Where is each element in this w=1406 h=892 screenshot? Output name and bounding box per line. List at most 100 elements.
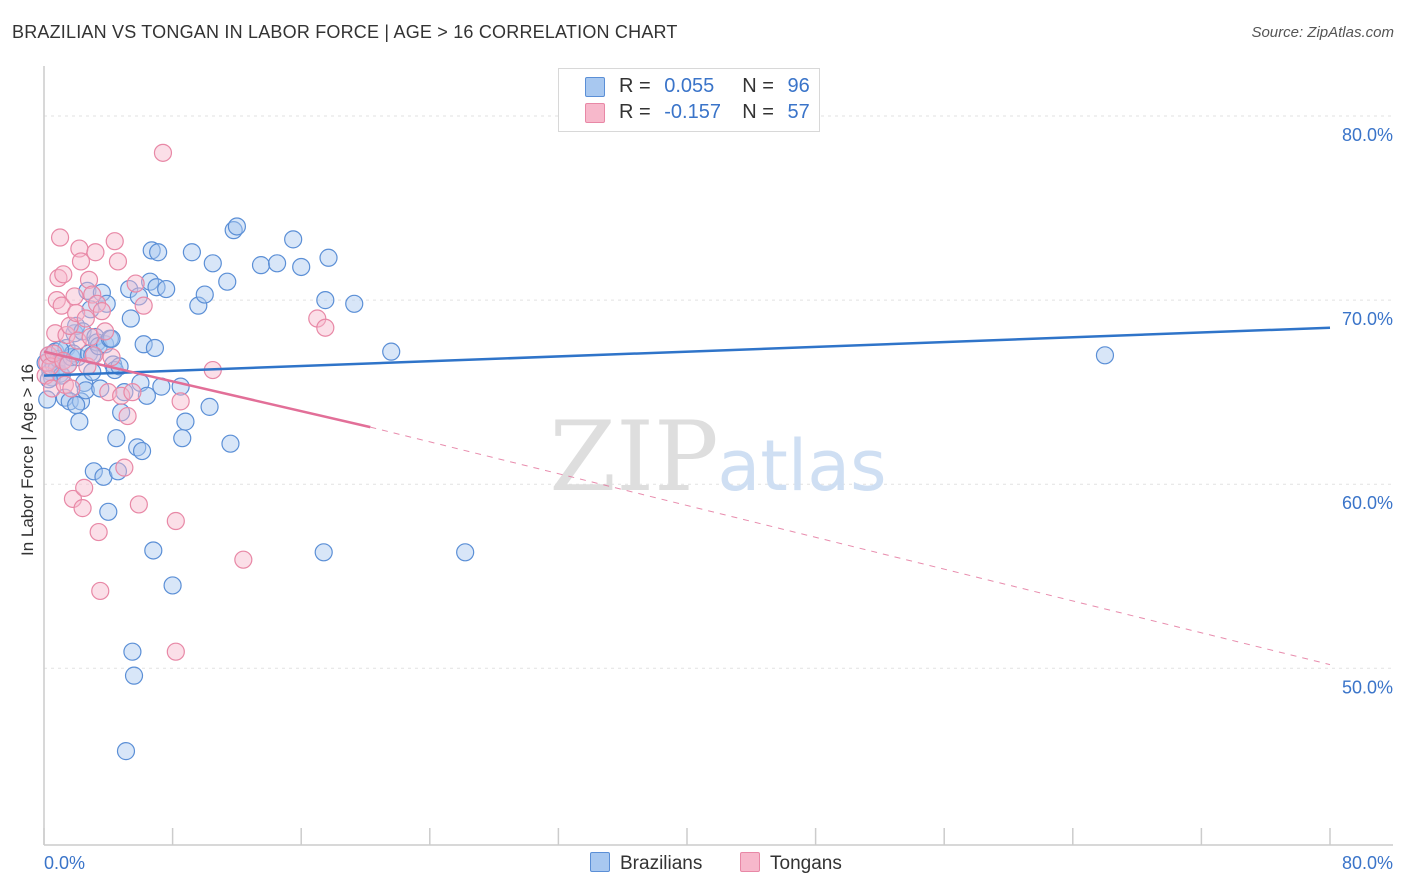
tongan-point [153, 143, 173, 162]
brazilian-point [284, 230, 303, 249]
brazilian-point [200, 397, 219, 416]
tongan-point [134, 296, 153, 315]
brazilian-point [163, 576, 182, 595]
brazilian-point [124, 666, 144, 685]
y-tick-label: 50.0% [1342, 677, 1393, 697]
tongans-trend-line [43, 350, 371, 429]
brazilian-point [195, 285, 214, 304]
brazilian-point [203, 254, 222, 273]
brazilian-point [182, 243, 201, 262]
legend-swatch-brazilians [585, 76, 605, 97]
brazilian-point [99, 502, 118, 521]
x-tick-label: 0.0% [44, 853, 85, 873]
legend-swatch-tongans [585, 102, 605, 123]
x-tick-label: 80.0% [1342, 853, 1393, 873]
tongan-point [71, 252, 91, 271]
brazilian-point [345, 294, 364, 313]
tongan-point [92, 302, 111, 321]
tongan-point [115, 458, 134, 477]
tongan-point [316, 318, 335, 337]
tongans-trend-extension [370, 426, 1331, 666]
legend-r-label: R = [619, 101, 651, 123]
legend-item-tongans[interactable]: Tongans [740, 852, 842, 875]
brazilian-point [189, 296, 208, 315]
tongan-point [50, 228, 70, 247]
brazilian-point [149, 243, 168, 262]
legend-n-value-tongans: 57 [787, 101, 810, 123]
brazilians-trend-line [43, 326, 1331, 377]
tongan-point [89, 522, 108, 542]
brazilian-point [314, 543, 333, 562]
legend-r-label: R = [619, 75, 651, 97]
brazilian-point [227, 217, 246, 236]
legend-n-label: N = [742, 75, 774, 97]
y-tick-label: 80.0% [1342, 125, 1393, 145]
tongan-point [65, 287, 84, 306]
legend-n-value-brazilians: 96 [787, 75, 810, 97]
tick-labels: 50.0% 60.0% 70.0% 80.0% 0.0% 80.0% [44, 125, 1393, 873]
legend-row-brazilians: R = 0.055 N = 96 [585, 75, 810, 99]
tongan-point [171, 392, 190, 411]
brazilian-point [145, 338, 165, 358]
brazilian-point [116, 742, 136, 761]
brazilian-point [70, 412, 89, 431]
brazilian-point [221, 434, 240, 453]
brazilian-point [102, 329, 121, 348]
tongan-point [126, 274, 145, 293]
brazilian-point [157, 279, 176, 299]
brazilian-point [84, 462, 103, 481]
source-label: Source: ZipAtlas.com [1251, 24, 1394, 41]
brazilian-point [76, 381, 95, 400]
trend-lines [43, 326, 1331, 666]
tongan-point [47, 291, 66, 310]
legend-row-tongans: R = -0.157 N = 57 [585, 101, 810, 125]
tongan-point [91, 581, 110, 601]
legend-r-value-tongans: -0.157 [664, 101, 721, 123]
gridlines [44, 115, 1393, 669]
brazilian-point [121, 309, 140, 328]
brazilian-point [316, 291, 335, 310]
y-tick-label: 60.0% [1342, 493, 1393, 513]
watermark-zip: ZIP [549, 401, 718, 513]
tongan-point [52, 296, 71, 315]
legend-swatch-tongans [740, 852, 760, 872]
legend-item-brazilians[interactable]: Brazilians [590, 852, 702, 875]
tongan-point [46, 324, 65, 343]
y-tick-label: 70.0% [1342, 309, 1393, 329]
tongan-point [118, 406, 137, 426]
brazilian-point [251, 256, 271, 275]
watermark-atlas: atlas [717, 425, 886, 507]
tongan-point [95, 322, 115, 341]
tongan-point [75, 478, 94, 497]
legend-label-tongans: Tongans [770, 853, 842, 874]
tongan-point [62, 379, 81, 398]
tongan-point [79, 270, 99, 289]
tongan-point [112, 386, 131, 405]
brazilian-point [134, 335, 153, 354]
brazilian-point [1095, 346, 1115, 365]
brazilian-point [176, 412, 195, 431]
tongan-point [166, 511, 185, 531]
brazilian-point [382, 342, 401, 361]
tongan-point [108, 252, 128, 271]
axes [43, 66, 1393, 846]
legend-n-label: N = [742, 101, 774, 123]
legend-swatch-brazilians [590, 852, 610, 872]
tongan-point [123, 383, 142, 402]
brazilian-point [107, 429, 126, 448]
brazilian-point [132, 441, 152, 461]
brazilian-point [292, 257, 311, 277]
tongan-point [105, 232, 124, 251]
watermark: ZIP atlas [549, 401, 886, 513]
brazilian-point [218, 272, 237, 291]
brazilian-point [38, 390, 57, 409]
brazilian-point [142, 241, 161, 260]
tongan-point [54, 265, 73, 284]
tongan-point [102, 348, 121, 367]
tongan-point [67, 303, 86, 323]
tongan-point [63, 489, 83, 509]
tongan-point [76, 309, 95, 328]
legend-r-value-brazilians: 0.055 [664, 75, 715, 97]
tongan-point [166, 642, 185, 661]
